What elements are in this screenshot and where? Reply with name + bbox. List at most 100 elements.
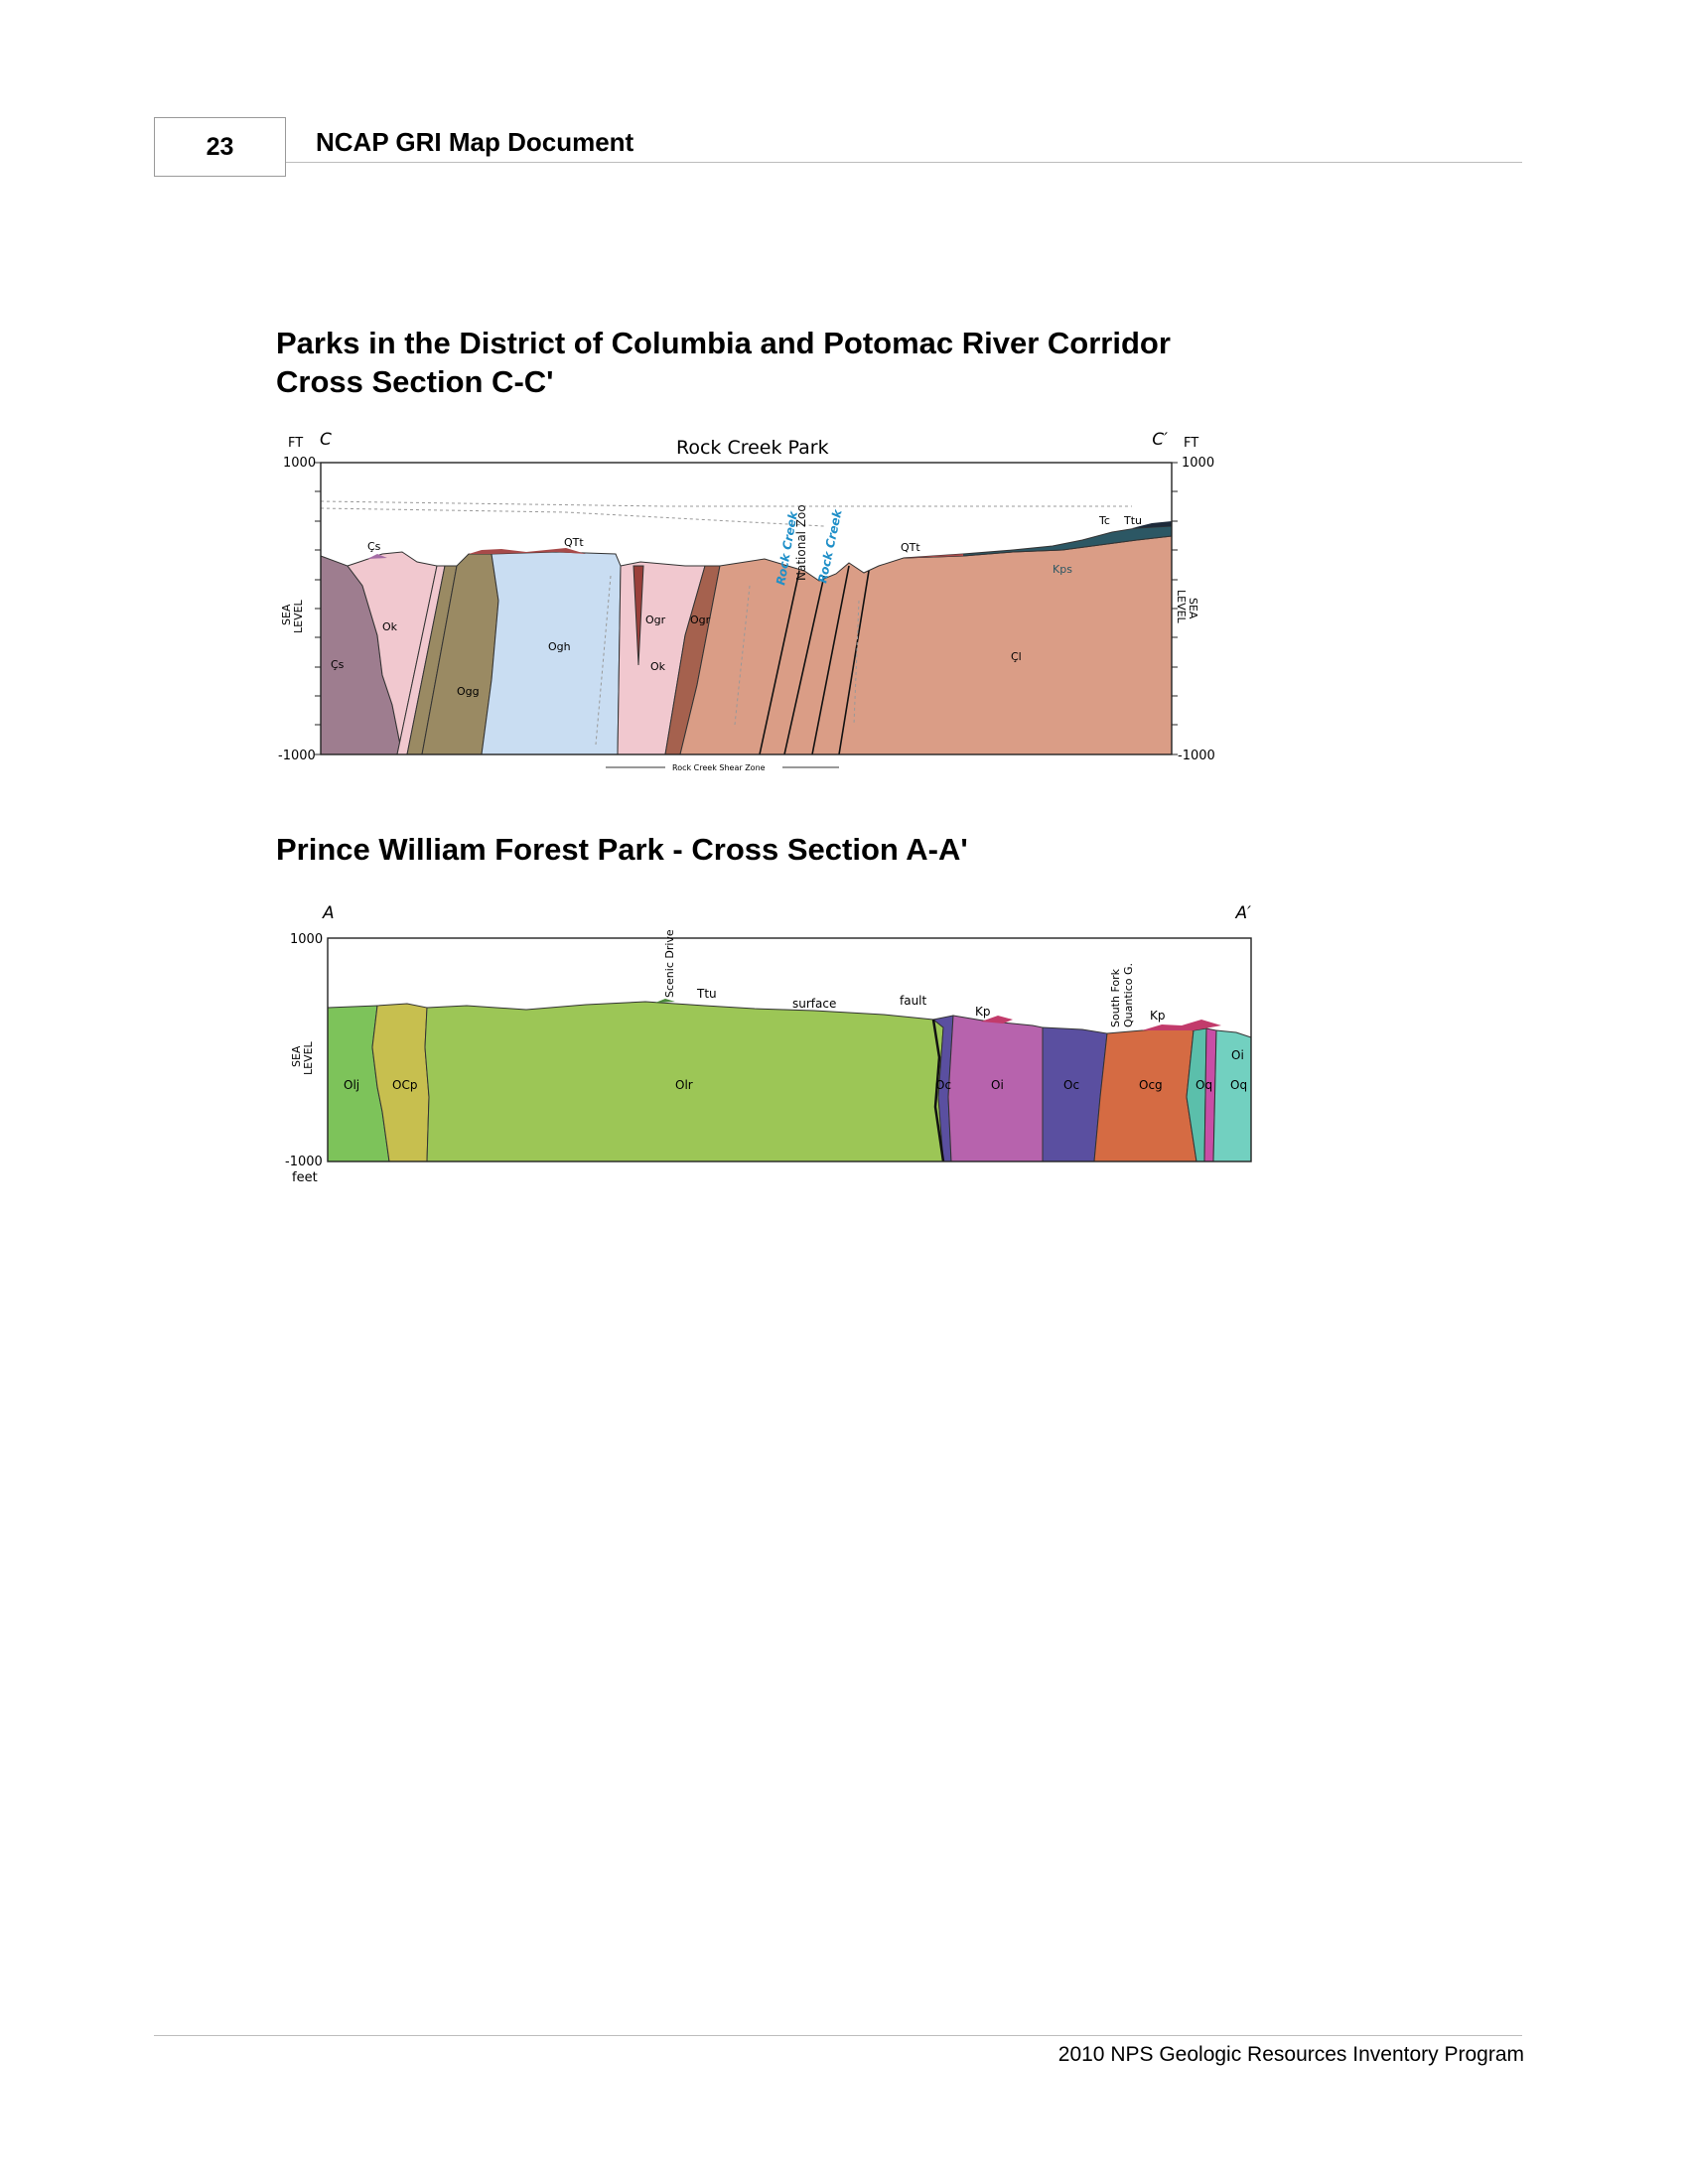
unit-label-cs-left: Çs — [331, 658, 345, 671]
unit-label-oc-right: Oc — [1063, 1078, 1079, 1092]
unit-label-qtt-left: QTt — [564, 536, 584, 549]
feet-label: feet — [292, 1170, 318, 1185]
unit-label-ok-left: Ok — [382, 620, 398, 633]
unit-label-olr: Olr — [675, 1078, 693, 1092]
header-divider — [286, 162, 1522, 163]
unit-label-kps: Kps — [1053, 563, 1072, 576]
unit-label-cl: Çl — [1011, 650, 1022, 663]
unit-label-qtt-right: QTt — [901, 541, 920, 554]
cross-section-c-figure: FT C Rock Creek Park C′ FT 1000 1000 -10… — [278, 430, 1215, 772]
elev-neg1000-a: -1000 — [285, 1155, 323, 1169]
unit-qtt-left-polygon — [469, 548, 586, 554]
unit-qtt-right-polygon — [879, 554, 963, 566]
projected-contact — [595, 575, 612, 746]
section-title-line-1: Parks in the District of Columbia and Po… — [276, 326, 1171, 360]
section-label-c-prime: C′ — [1152, 430, 1168, 450]
cross-section-c-unit-labels: Çs Çs Ok Ogg Ogh QTt Ogr Ogr Ok QTt Çl T… — [331, 514, 1142, 698]
section-title-line-2: Cross Section C-C' — [276, 364, 554, 399]
svg-text:SEA: SEA — [1187, 598, 1199, 619]
unit-cs-top-polygon — [367, 554, 387, 559]
svg-text:Quantico G.: Quantico G. — [1122, 963, 1135, 1027]
unit-label-ogg: Ogg — [457, 685, 480, 698]
unit-label-oi-mid: Oi — [991, 1078, 1004, 1092]
axis-ticks — [315, 462, 1178, 755]
unit-ogh-polygon — [481, 551, 622, 755]
unit-label-cs-top: Çs — [367, 540, 381, 553]
svg-text:LEVEL: LEVEL — [292, 599, 305, 633]
section-label-c: C — [320, 430, 332, 450]
cross-section-c-units — [320, 521, 1173, 755]
unit-label-ttu: Ttu — [1123, 514, 1142, 527]
unit-kp-left-polygon — [981, 1016, 1013, 1024]
shear-zone-label: Rock Creek Shear Zone — [672, 763, 766, 772]
ft-left-label: FT — [288, 436, 303, 451]
surface-label: surface — [792, 997, 836, 1011]
section-title-dc-parks: Parks in the District of Columbia and Po… — [276, 324, 1171, 401]
svg-text:National Zoo: National Zoo — [794, 504, 808, 581]
fault-lines — [759, 565, 870, 755]
south-fork-label: South Fork Quantico G. — [1109, 963, 1135, 1027]
unit-tc-polygon — [1132, 521, 1172, 528]
svg-text:SEA: SEA — [280, 604, 293, 625]
fault-line — [783, 575, 825, 755]
sea-level-a: SEA LEVEL — [290, 1040, 315, 1075]
unit-label-ogh: Ogh — [548, 640, 571, 653]
page-number: 23 — [154, 117, 286, 177]
unit-label-ok-mid: Ok — [650, 660, 666, 673]
unit-ocg-polygon — [1093, 1026, 1197, 1162]
fault-label: fault — [900, 994, 927, 1008]
kp-right-label: Kp — [1150, 1009, 1166, 1023]
unit-label-oi-right: Oi — [1231, 1048, 1244, 1062]
fault-trace — [931, 1019, 945, 1162]
cross-section-a-figure: A A′ 1000 -1000 feet SEA LEVEL Scenic Dr… — [285, 903, 1252, 1185]
place-label-national-zoo: National Zoo — [794, 504, 808, 581]
unit-label-ocg: Ocg — [1139, 1078, 1163, 1092]
sea-level-left: SEA LEVEL — [280, 599, 305, 633]
elev-neg1000-right: -1000 — [1178, 749, 1215, 763]
projected-contact — [853, 600, 860, 726]
svg-text:SEA: SEA — [290, 1045, 303, 1067]
unit-label-oq-right: Oq — [1230, 1078, 1247, 1092]
unit-label-ocp: OCp — [392, 1078, 417, 1092]
unit-label-olj: Olj — [344, 1078, 359, 1092]
svg-text:Scenic Drive: Scenic Drive — [663, 929, 676, 998]
svg-text:LEVEL: LEVEL — [302, 1040, 315, 1075]
elev-1000-left: 1000 — [283, 456, 316, 471]
document-title: NCAP GRI Map Document — [316, 127, 634, 157]
unit-kp-right-polygon — [1142, 1020, 1221, 1030]
unit-ogr-left-polygon — [633, 565, 644, 666]
fault-line — [838, 570, 870, 755]
cross-section-a-frame — [327, 937, 1252, 1162]
svg-text:LEVEL: LEVEL — [1175, 590, 1188, 624]
projected-surface — [320, 500, 1132, 507]
section-label-a: A — [322, 903, 335, 923]
footer-text: 2010 NPS Geologic Resources Inventory Pr… — [1057, 2043, 1524, 2066]
elev-1000-right: 1000 — [1182, 456, 1214, 471]
svg-text:South Fork: South Fork — [1109, 968, 1122, 1027]
unit-label-ogr-left: Ogr — [645, 614, 666, 626]
fault-line — [759, 570, 800, 755]
unit-label-oc-left: Oc — [935, 1078, 951, 1092]
unit-label-ttu: Ttu — [696, 987, 717, 1001]
unit-olr-polygon — [424, 1001, 944, 1162]
unit-cl-polygon — [679, 535, 1173, 755]
sea-level-right: SEA LEVEL — [1175, 590, 1199, 624]
footer-divider — [154, 2035, 1522, 2036]
projected-surface — [320, 507, 825, 527]
fig1-title: Rock Creek Park — [676, 437, 829, 459]
unit-ttu-polygon — [655, 999, 675, 1003]
kp-left-label: Kp — [975, 1005, 991, 1019]
cross-section-a-units — [327, 999, 1252, 1162]
elev-1000-a: 1000 — [290, 932, 323, 947]
fault-line — [811, 565, 850, 755]
ft-right-label: FT — [1184, 436, 1198, 451]
elev-neg1000-left: -1000 — [278, 749, 316, 763]
section-label-a-prime: A′ — [1235, 903, 1252, 923]
section-title-prince-william: Prince William Forest Park - Cross Secti… — [276, 832, 968, 867]
unit-label-oq-left: Oq — [1196, 1078, 1212, 1092]
cross-section-a-unit-labels: Olj OCp Olr Oc Oi Oc Ocg Oq Oq Oi — [344, 1048, 1247, 1092]
scenic-drive-label: Scenic Drive — [663, 929, 676, 998]
projected-surface-lines — [320, 500, 1132, 746]
unit-label-tc: Tc — [1098, 514, 1110, 527]
unit-label-ogr-right: Ogr — [690, 614, 711, 626]
